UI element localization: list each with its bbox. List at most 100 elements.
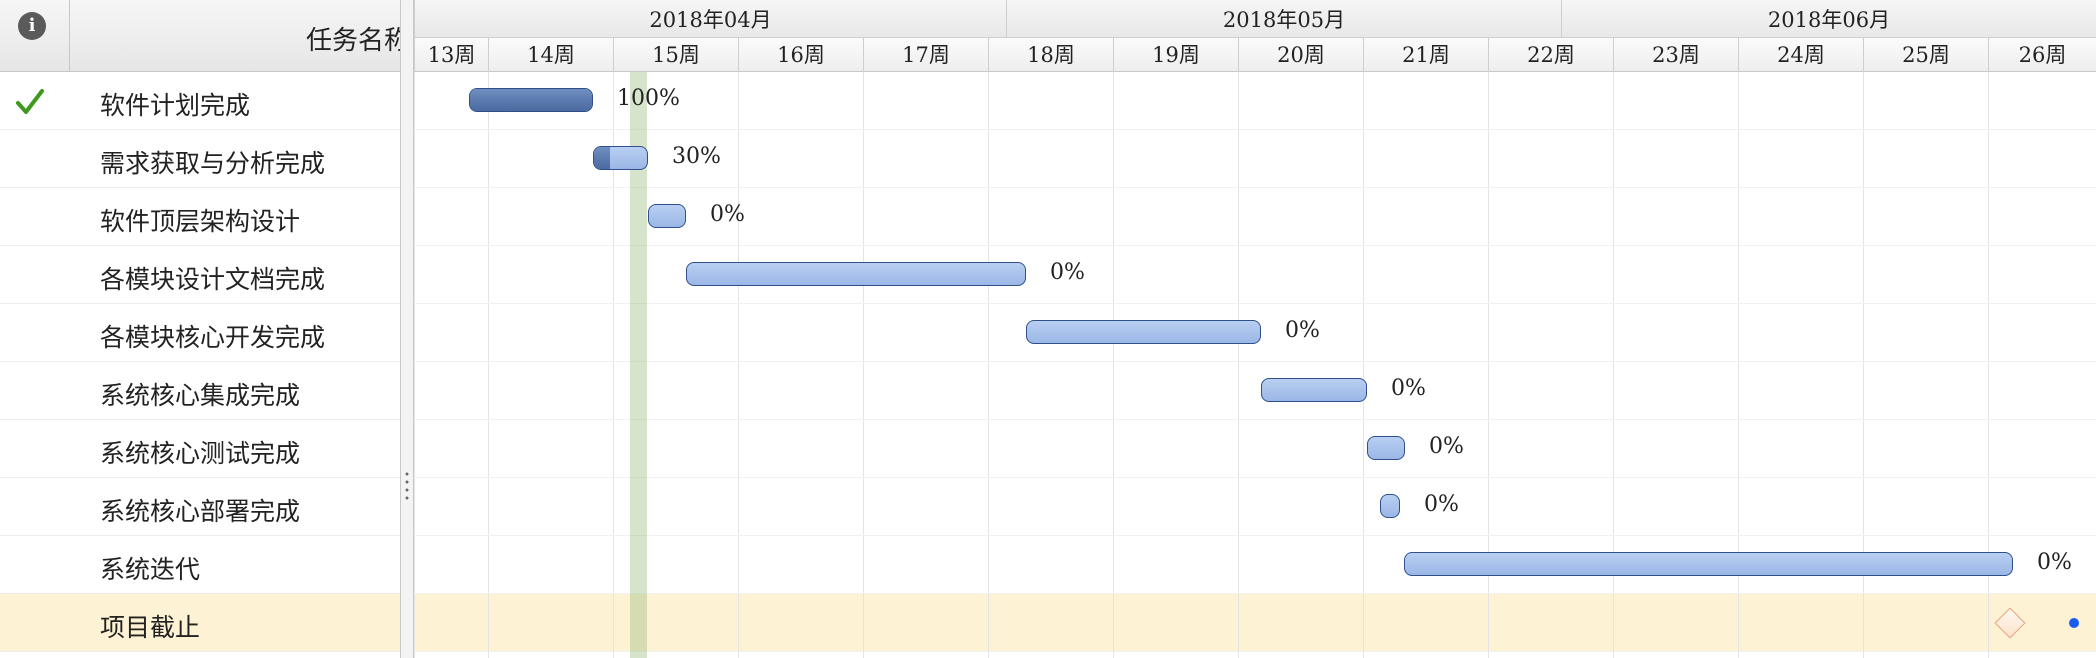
task-bar[interactable]	[648, 204, 686, 228]
week-header-cell: 26周	[1988, 38, 2096, 72]
week-gridline	[488, 72, 489, 658]
task-row[interactable]: 系统核心测试完成	[0, 420, 400, 478]
row-gridline	[414, 245, 2096, 246]
month-header: 2018年04月 2018年05月 2018年06月	[414, 0, 2096, 38]
task-bar[interactable]	[1261, 378, 1367, 402]
row-gridline	[414, 535, 2096, 536]
row-gridline	[414, 187, 2096, 188]
progress-label: 0%	[1429, 434, 1464, 459]
task-row[interactable]: 系统核心集成完成	[0, 362, 400, 420]
splitter-grip-icon[interactable]	[405, 470, 409, 504]
task-bar[interactable]	[469, 88, 593, 112]
task-row[interactable]: 各模块核心开发完成	[0, 304, 400, 362]
task-name: 软件顶层架构设计	[100, 207, 301, 236]
task-name: 项目截止	[100, 613, 201, 642]
progress-label: 0%	[1050, 260, 1085, 285]
week-gridline	[863, 72, 864, 658]
status-cell	[0, 188, 70, 246]
task-bar[interactable]	[1380, 494, 1400, 518]
task-row[interactable]: 系统迭代	[0, 536, 400, 594]
task-name: 系统核心部署完成	[100, 497, 301, 526]
row-gridline	[414, 419, 2096, 420]
info-icon[interactable]: i	[18, 12, 46, 40]
task-row[interactable]: 系统核心部署完成	[0, 478, 400, 536]
week-header-cell: 15周	[613, 38, 738, 72]
week-header-cell: 18周	[988, 38, 1113, 72]
today-marker	[630, 72, 647, 658]
task-name: 系统迭代	[100, 555, 201, 584]
gantt-timeline: 2018年04月 2018年05月 2018年06月 13周 14周 15周 16周 17周…	[414, 0, 2096, 658]
task-bar[interactable]	[1026, 320, 1261, 344]
status-cell	[0, 304, 70, 362]
task-name: 各模块核心开发完成	[100, 323, 326, 352]
task-row[interactable]: 软件顶层架构设计	[0, 188, 400, 246]
end-marker-dot	[2069, 618, 2079, 628]
week-gridline	[613, 72, 614, 658]
row-gridline	[414, 361, 2096, 362]
month-header-cell: 2018年05月	[1006, 0, 1561, 38]
task-bar[interactable]	[1404, 552, 2013, 576]
status-cell	[0, 130, 70, 188]
task-bar[interactable]	[1367, 436, 1405, 460]
week-gridline	[988, 72, 989, 658]
status-cell	[0, 72, 70, 130]
task-bar-progress	[470, 89, 592, 111]
progress-label: 0%	[2037, 550, 2072, 575]
progress-label: 0%	[710, 202, 745, 227]
info-column-header: i	[0, 0, 70, 72]
week-header-cell: 22周	[1488, 38, 1613, 72]
week-gridline	[1113, 72, 1114, 658]
week-header-cell: 25周	[1863, 38, 1988, 72]
checkmark-icon	[16, 89, 44, 114]
task-list-header: i 任务名称	[0, 0, 400, 72]
task-row[interactable]: 软件计划完成	[0, 72, 400, 130]
week-gridline	[1738, 72, 1739, 658]
week-header-cell: 24周	[1738, 38, 1863, 72]
milestone-row-background	[414, 594, 2096, 652]
week-header-cell: 17周	[863, 38, 988, 72]
task-name: 软件计划完成	[100, 91, 251, 120]
week-header-cell: 20周	[1238, 38, 1363, 72]
task-row[interactable]: 各模块设计文档完成	[0, 246, 400, 304]
week-header-cell: 13周	[414, 38, 488, 72]
row-gridline	[414, 129, 2096, 130]
task-name: 各模块设计文档完成	[100, 265, 326, 294]
task-name: 系统核心测试完成	[100, 439, 301, 468]
week-gridline	[1488, 72, 1489, 658]
week-gridline	[1238, 72, 1239, 658]
task-bar[interactable]	[686, 262, 1026, 286]
status-cell	[0, 362, 70, 420]
week-gridline	[1363, 72, 1364, 658]
row-gridline	[414, 593, 2096, 594]
task-bar[interactable]	[593, 146, 648, 170]
progress-label: 30%	[672, 144, 721, 169]
task-name: 系统核心集成完成	[100, 381, 301, 410]
status-cell	[0, 536, 70, 594]
week-header-cell: 14周	[488, 38, 613, 72]
month-header-cell: 2018年04月	[414, 0, 1006, 38]
week-header-cell: 19周	[1113, 38, 1238, 72]
gantt-chart-body: 100% 30% 0% 0% 0% 0% 0% 0% 0%	[414, 72, 2096, 658]
task-name-column-header[interactable]: 任务名称	[306, 26, 400, 56]
progress-label: 100%	[617, 86, 680, 111]
task-list-panel: i 任务名称 软件计划完成需求获取与分析完成 软件顶层架构设计 各模块设计文档完成各…	[0, 0, 400, 658]
week-header-cell: 21周	[1363, 38, 1488, 72]
week-gridline	[1988, 72, 1989, 658]
panel-splitter[interactable]	[400, 0, 414, 658]
week-gridline	[1863, 72, 1864, 658]
row-gridline	[414, 651, 2096, 652]
task-name: 需求获取与分析完成	[100, 149, 326, 178]
week-header-cell: 16周	[738, 38, 863, 72]
week-gridline	[414, 72, 415, 658]
week-gridline	[738, 72, 739, 658]
task-row[interactable]: 项目截止	[0, 594, 400, 652]
task-row[interactable]: 需求获取与分析完成	[0, 130, 400, 188]
progress-label: 0%	[1424, 492, 1459, 517]
progress-label: 0%	[1391, 376, 1426, 401]
row-gridline	[414, 477, 2096, 478]
week-header: 13周 14周 15周 16周 17周 18周 19周 20周 21周 22周 23周 24周 25周 2…	[414, 38, 2096, 72]
week-gridline	[1613, 72, 1614, 658]
task-bar-progress	[594, 147, 610, 169]
status-cell	[0, 420, 70, 478]
